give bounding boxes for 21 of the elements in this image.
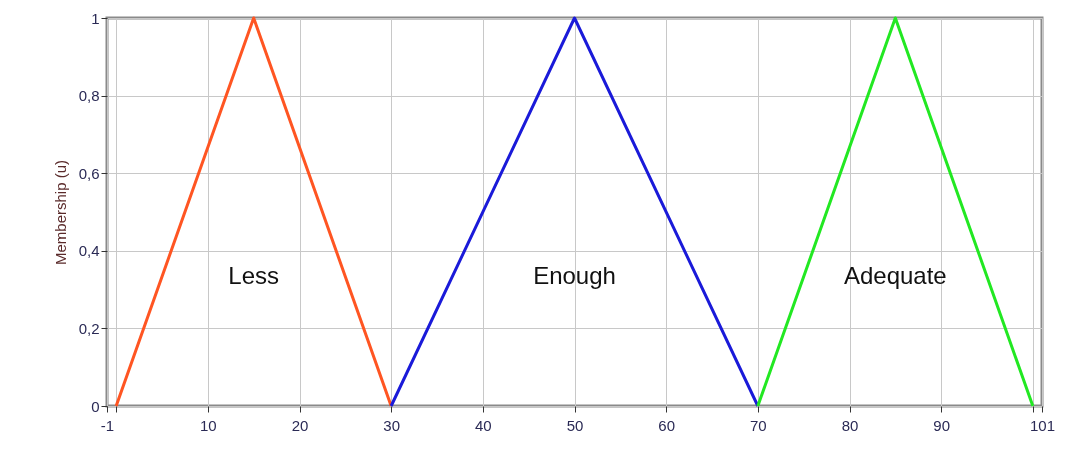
y-tick-label: 0,2	[78, 319, 100, 337]
x-tick-label: 10	[199, 416, 217, 434]
y-tick-label: 0,6	[78, 164, 100, 182]
x-tick-label: 70	[749, 416, 767, 434]
x-tick-label: 80	[841, 416, 859, 434]
x-tick-label: 50	[566, 416, 584, 434]
text: Less	[228, 261, 280, 289]
x-tick-label: 60	[658, 416, 676, 434]
y-tick-label: 0,4	[78, 242, 100, 260]
text: Enough	[533, 261, 616, 289]
x-tick-label: 20	[291, 416, 309, 434]
y-tick-label: 0,8	[78, 87, 100, 105]
x-tick-label: -1	[100, 416, 115, 434]
x-tick-label: 40	[474, 416, 492, 434]
y-axis-title: Membership (u)	[51, 159, 69, 266]
x-tick-label: 101	[1029, 416, 1056, 434]
x-tick-label: 90	[933, 416, 951, 434]
y-tick-label: 0	[91, 397, 100, 415]
series-label: Adequate	[843, 261, 947, 289]
x-tick-label: 30	[383, 416, 401, 434]
y-tick-label: 1	[91, 9, 100, 27]
